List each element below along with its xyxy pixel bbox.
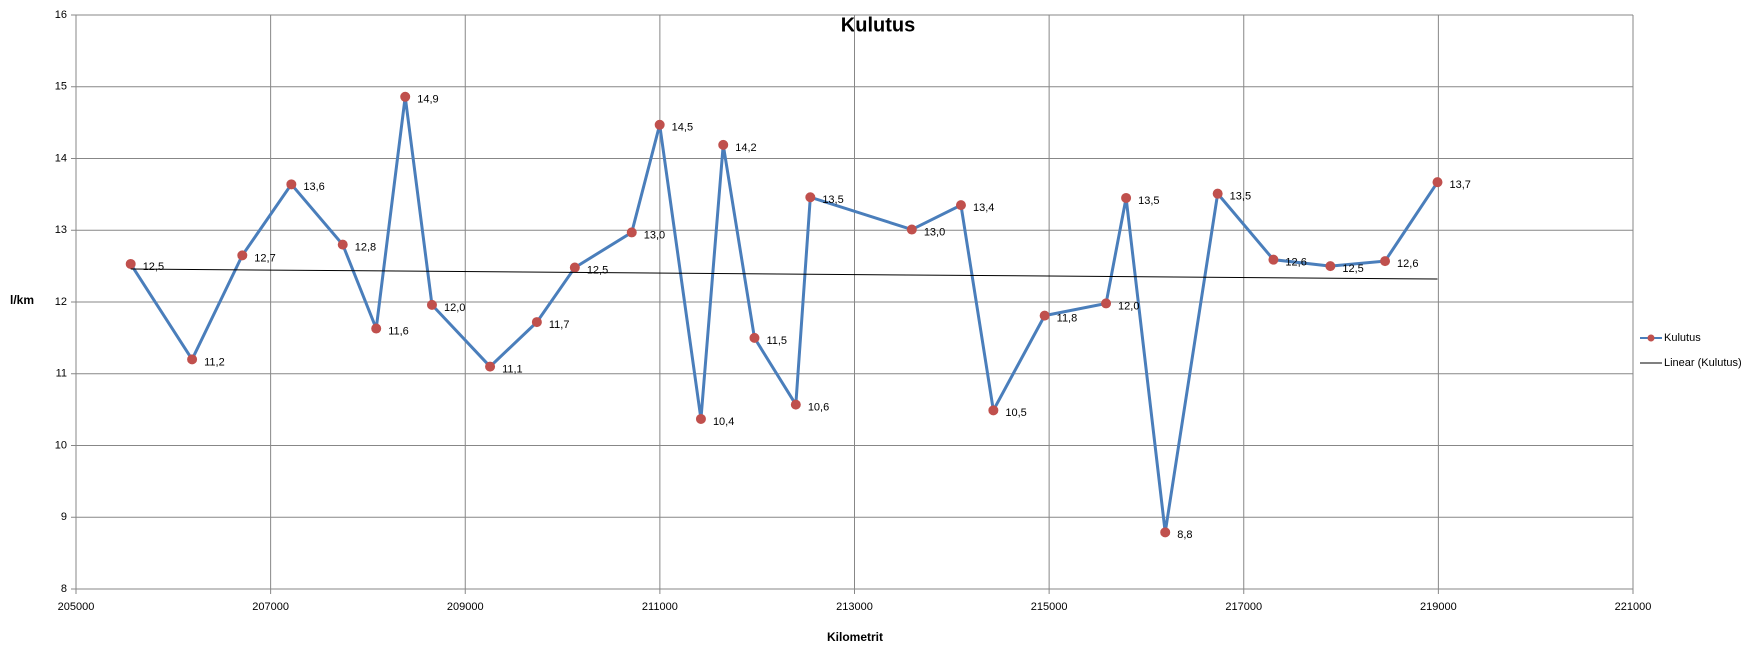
data-label: 12,7: [254, 252, 275, 264]
x-tick-label: 217000: [1225, 601, 1262, 613]
x-tick-label: 215000: [1031, 601, 1068, 613]
y-tick-label: 14: [55, 152, 67, 164]
point: [1212, 188, 1223, 199]
data-label: 10,6: [808, 402, 829, 414]
x-tick-label: 213000: [836, 601, 873, 613]
point: [371, 323, 382, 334]
trendline: [130, 268, 1438, 280]
x-tick-label: 205000: [58, 601, 95, 613]
data-label: 11,8: [1057, 313, 1078, 325]
data-label: 13,5: [1230, 191, 1251, 203]
data-label: 13,5: [822, 194, 843, 206]
data-label: 11,1: [502, 363, 523, 375]
point: [988, 405, 999, 416]
x-tick-label: 211000: [642, 601, 678, 613]
point: [1325, 261, 1336, 272]
data-label: 12,6: [1285, 257, 1306, 269]
y-tick-label: 10: [55, 439, 67, 451]
y-tick-label: 12: [55, 296, 67, 308]
chart-title: Kulutus: [841, 14, 915, 36]
data-label: 14,9: [417, 94, 438, 106]
point: [654, 119, 665, 130]
point: [749, 332, 760, 343]
point: [1380, 256, 1391, 267]
data-label: 13,5: [1138, 195, 1159, 207]
point: [1432, 177, 1443, 188]
point: [805, 192, 816, 203]
y-tick-label: 11: [56, 368, 67, 380]
point: [955, 200, 966, 211]
x-tick-label: 209000: [447, 601, 484, 613]
point: [187, 354, 198, 365]
point: [1101, 298, 1112, 309]
point: [485, 361, 496, 372]
data-label: 11,6: [388, 325, 409, 337]
legend-marker: [1647, 334, 1655, 342]
point: [1268, 254, 1279, 265]
data-label: 13,0: [644, 229, 665, 241]
y-tick-label: 16: [55, 9, 67, 21]
point: [1039, 310, 1050, 321]
y-tick-label: 15: [55, 81, 67, 93]
legend-label: Linear (Kulutus): [1664, 357, 1742, 369]
data-label: 12,8: [355, 242, 376, 254]
point: [400, 91, 411, 102]
data-label: 14,5: [672, 122, 693, 134]
point: [237, 250, 248, 261]
y-axis-label: l/km: [10, 293, 34, 307]
data-label: 11,2: [204, 356, 225, 368]
data-label: 14,2: [735, 142, 756, 154]
data-label: 13,4: [973, 202, 994, 214]
y-tick-label: 9: [61, 511, 67, 523]
point: [1121, 192, 1132, 203]
data-label: 12,0: [1118, 300, 1139, 312]
data-label: 12,5: [1342, 263, 1363, 275]
point: [1160, 527, 1171, 538]
x-tick-label: 207000: [252, 601, 289, 613]
point: [426, 299, 437, 310]
point: [569, 262, 580, 273]
data-label: 8,8: [1177, 529, 1192, 541]
point: [286, 179, 297, 190]
point: [626, 227, 637, 238]
data-label: 11,7: [549, 319, 570, 331]
point: [125, 258, 136, 269]
data-label: 12,0: [444, 302, 465, 314]
data-label: 10,4: [713, 416, 734, 428]
y-tick-label: 8: [61, 583, 67, 595]
x-tick-label: 221000: [1615, 601, 1652, 613]
series-line: [129, 96, 1439, 533]
data-label: 11,5: [766, 335, 787, 347]
data-label: 12,5: [587, 264, 608, 276]
x-tick-label: 219000: [1420, 601, 1457, 613]
point: [790, 399, 801, 410]
data-label: 12,5: [143, 261, 164, 273]
data-label: 10,5: [1005, 407, 1026, 419]
x-axis-label: Kilometrit: [827, 630, 883, 644]
point: [695, 413, 706, 424]
data-label: 13,7: [1449, 179, 1470, 191]
point: [531, 317, 542, 328]
point: [718, 139, 729, 150]
data-label: 13,6: [303, 181, 324, 193]
point: [906, 224, 917, 235]
y-tick-label: 13: [55, 224, 67, 236]
data-label: 13,0: [924, 226, 945, 238]
point: [337, 239, 348, 250]
legend-label: Kulutus: [1664, 332, 1701, 344]
data-label: 12,6: [1397, 258, 1418, 270]
